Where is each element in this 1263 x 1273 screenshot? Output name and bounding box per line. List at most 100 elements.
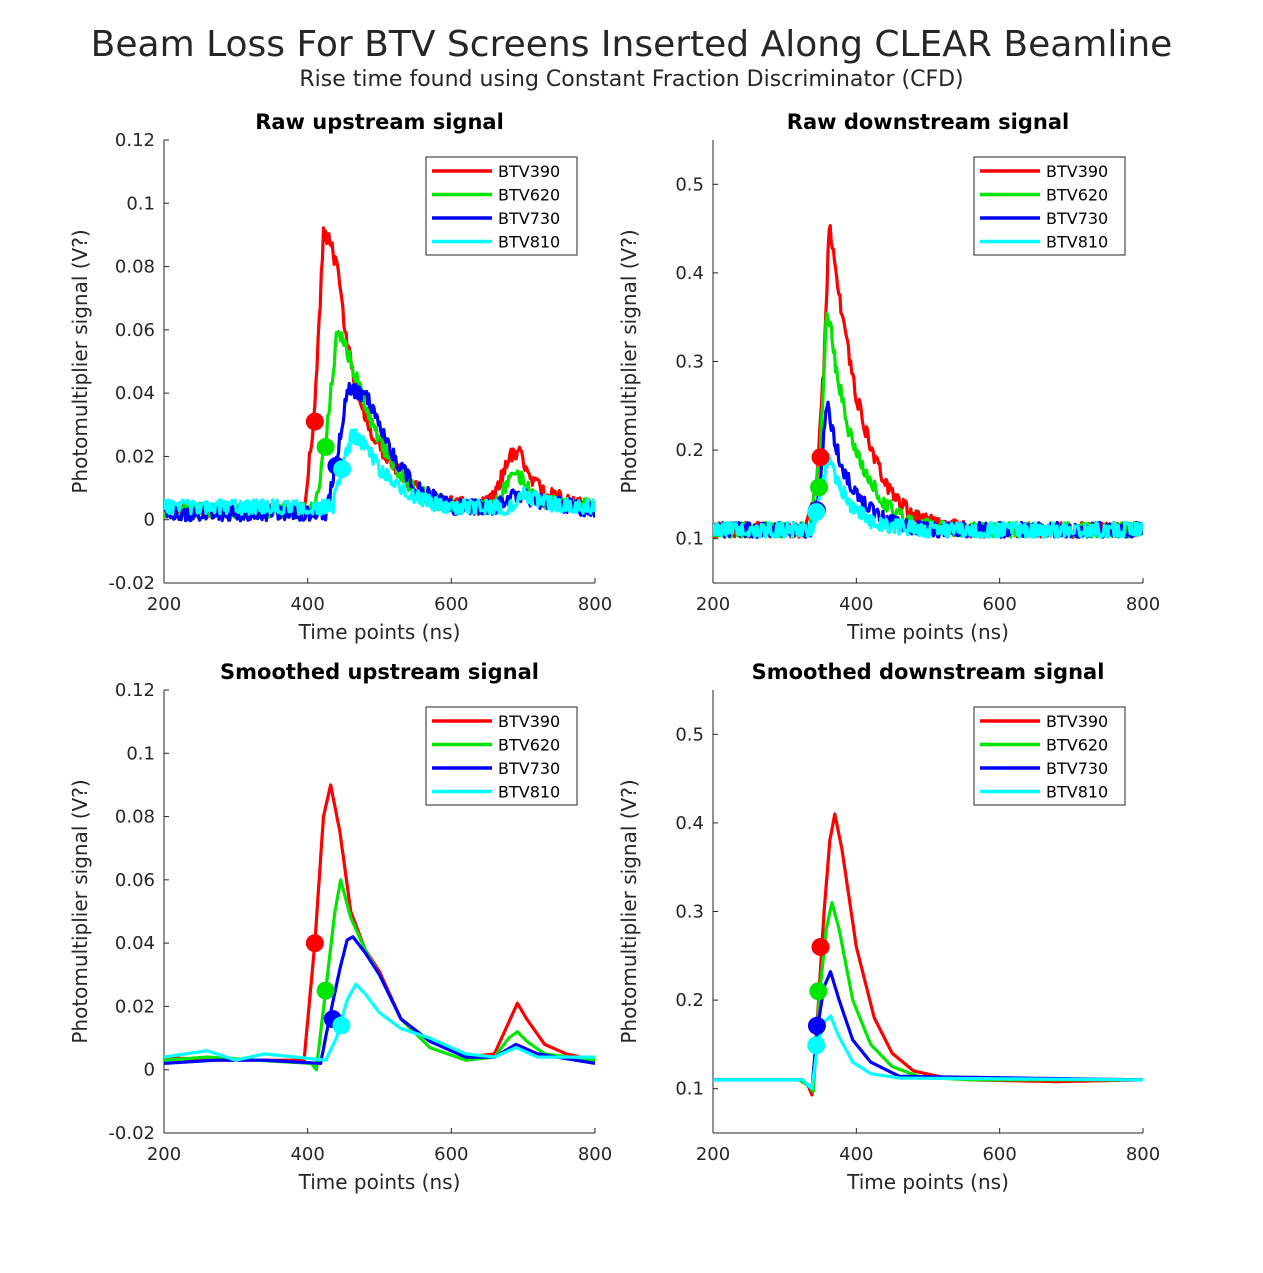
- legend-label: BTV390: [1046, 712, 1108, 731]
- legend-label: BTV620: [1046, 186, 1108, 205]
- cfd-marker-btv810: [333, 460, 352, 479]
- x-tick-label: 200: [696, 1144, 730, 1165]
- cfd-marker-btv810: [332, 1016, 351, 1035]
- series-line-btv620: [713, 900, 1143, 1094]
- x-axis-label: Time points (ns): [298, 1170, 461, 1194]
- cfd-marker-btv390: [305, 934, 324, 953]
- x-tick-label: 400: [839, 1144, 873, 1165]
- x-tick-label: 400: [290, 594, 324, 615]
- y-tick-label: -0.02: [108, 573, 155, 594]
- x-axis-label: Time points (ns): [298, 620, 461, 644]
- x-tick-label: 600: [982, 1144, 1016, 1165]
- cfd-marker-btv390: [305, 412, 324, 431]
- y-tick-label: 0.3: [675, 902, 704, 923]
- subplot-raw-upstream: 200 400 600 800 -0.02 0 0.02 0.04 0.06 0.08 0.1 0.1…: [68, 110, 612, 644]
- x-tick-label: 200: [147, 1144, 181, 1165]
- y-tick-label: 0.2: [675, 990, 704, 1011]
- x-tick-label: 800: [578, 1144, 612, 1165]
- figure-title: Beam Loss For BTV Screens Inserted Along…: [90, 24, 1173, 65]
- y-tick-label: 0.12: [115, 130, 155, 151]
- legend-label: BTV620: [498, 736, 560, 755]
- y-tick-label: 0: [144, 510, 155, 531]
- cfd-marker-btv810: [807, 503, 826, 522]
- y-tick-label: 0.2: [675, 440, 704, 461]
- legend: BTV390 BTV620 BTV730 BTV810: [425, 706, 578, 806]
- legend-label: BTV390: [1046, 162, 1108, 181]
- traces: [713, 224, 1143, 539]
- subplot-smoothed-downstream: 200 400 600 800 0.1 0.2 0.3 0.4 0.5 Smoothed down…: [617, 660, 1160, 1194]
- y-axis-label: Photomultiplier signal (V?): [68, 779, 92, 1043]
- y-tick-label: 0.3: [675, 352, 704, 373]
- subplot-smoothed-upstream: 200 400 600 800 -0.02 0 0.02 0.04 0.06 0.08 0.1 0.1…: [68, 660, 612, 1194]
- legend-label: BTV390: [498, 162, 560, 181]
- y-tick-label: 0: [144, 1060, 155, 1081]
- legend-label: BTV730: [498, 759, 560, 778]
- cfd-marker-btv390: [811, 937, 830, 956]
- subplot-title: Smoothed downstream signal: [752, 660, 1105, 684]
- y-tick-label: 0.1: [126, 743, 155, 764]
- y-tick-label: 0.1: [675, 1079, 704, 1100]
- series-line-btv620: [713, 311, 1143, 539]
- series-line-btv390: [713, 224, 1143, 539]
- legend-label: BTV730: [498, 209, 560, 228]
- x-tick-label: 400: [290, 1144, 324, 1165]
- y-tick-label: 0.5: [675, 174, 704, 195]
- series-line-btv810: [713, 1014, 1143, 1091]
- x-tick-label: 600: [434, 1144, 468, 1165]
- x-tick-label: 800: [578, 594, 612, 615]
- y-tick-label: 0.06: [115, 320, 155, 341]
- y-axis-label: Photomultiplier signal (V?): [68, 229, 92, 493]
- figure-subtitle: Rise time found using Constant Fraction …: [299, 67, 964, 92]
- cfd-marker-btv810: [807, 1036, 826, 1055]
- y-tick-label: -0.02: [108, 1123, 155, 1144]
- legend: BTV390 BTV620 BTV730 BTV810: [973, 706, 1126, 806]
- x-axis-label: Time points (ns): [846, 620, 1009, 644]
- legend-label: BTV390: [498, 712, 560, 731]
- x-tick-label: 800: [1126, 594, 1160, 615]
- cfd-marker-btv620: [810, 478, 829, 497]
- legend-label: BTV620: [498, 186, 560, 205]
- legend-label: BTV810: [1046, 783, 1108, 802]
- y-tick-label: 0.12: [115, 680, 155, 701]
- series-line-btv810: [164, 982, 595, 1062]
- traces: [713, 812, 1143, 1097]
- y-tick-label: 0.5: [675, 724, 704, 745]
- legend-box: [973, 156, 1126, 256]
- series-line-btv390: [713, 812, 1143, 1097]
- legend: BTV390 BTV620 BTV730 BTV810: [425, 156, 578, 256]
- x-tick-label: 600: [434, 594, 468, 615]
- y-tick-label: 0.4: [675, 263, 704, 284]
- series-line-btv810: [164, 428, 595, 517]
- y-tick-label: 0.1: [126, 193, 155, 214]
- x-tick-label: 200: [696, 594, 730, 615]
- legend-label: BTV730: [1046, 759, 1108, 778]
- y-tick-label: 0.1: [675, 529, 704, 550]
- cfd-marker-btv730: [807, 1016, 826, 1035]
- legend-label: BTV810: [1046, 233, 1108, 252]
- traces: [164, 783, 595, 1072]
- cfd-marker-btv620: [316, 981, 335, 1000]
- cfd-marker-btv620: [316, 437, 335, 456]
- x-tick-label: 600: [982, 594, 1016, 615]
- legend-box: [425, 706, 578, 806]
- series-line-btv730: [713, 970, 1143, 1091]
- series-line-btv390: [164, 783, 595, 1062]
- legend-box: [973, 706, 1126, 806]
- cfd-marker-btv620: [809, 982, 828, 1001]
- legend-label: BTV810: [498, 233, 560, 252]
- x-tick-label: 400: [839, 594, 873, 615]
- series-line-btv810: [713, 455, 1143, 539]
- subplot-title: Raw upstream signal: [255, 110, 504, 134]
- subplot-title: Raw downstream signal: [787, 110, 1069, 134]
- traces: [164, 226, 595, 523]
- legend-label: BTV620: [1046, 736, 1108, 755]
- y-tick-label: 0.06: [115, 870, 155, 891]
- x-axis-label: Time points (ns): [846, 1170, 1009, 1194]
- x-tick-label: 800: [1126, 1144, 1160, 1165]
- cfd-marker-btv390: [811, 448, 830, 467]
- y-tick-label: 0.02: [115, 996, 155, 1017]
- y-tick-label: 0.02: [115, 446, 155, 467]
- y-tick-label: 0.04: [115, 383, 155, 404]
- subplot-title: Smoothed upstream signal: [220, 660, 539, 684]
